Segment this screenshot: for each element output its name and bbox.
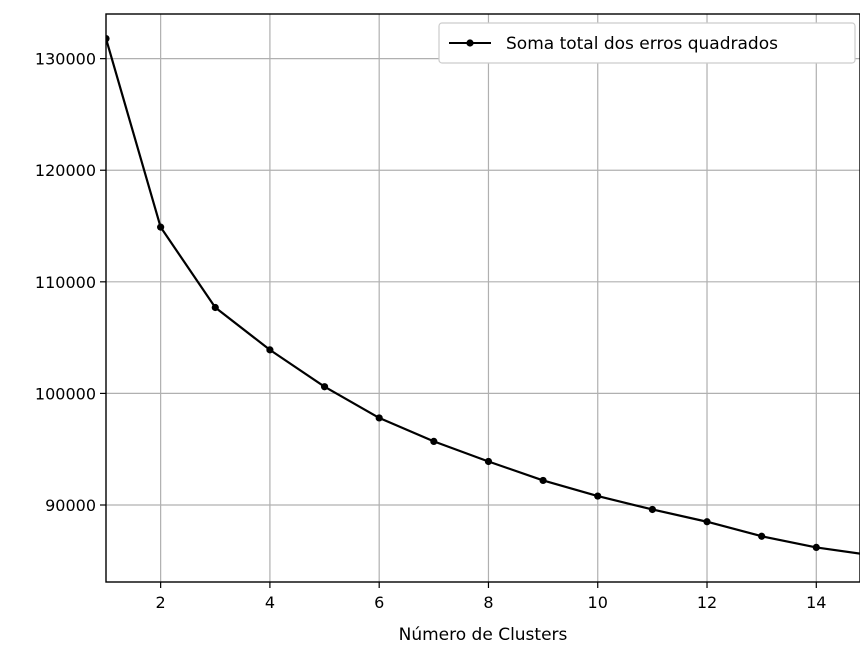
data-point (703, 518, 711, 526)
y-tick-label: 120000 (35, 161, 96, 180)
legend-box (438, 22, 856, 64)
data-point (375, 414, 383, 422)
y-tick-label: 100000 (35, 384, 96, 403)
x-tick-label: 2 (156, 593, 166, 612)
x-tick-label: 10 (588, 593, 608, 612)
data-point (484, 457, 493, 466)
data-point (758, 532, 766, 540)
x-tick-label: 12 (697, 593, 717, 612)
data-point (157, 223, 165, 231)
plot-frame (105, 13, 860, 583)
legend-marker-sample (466, 39, 474, 47)
data-point (594, 492, 602, 500)
y-tick-label: 110000 (35, 273, 96, 292)
data-point (430, 437, 438, 445)
grid-lines (106, 14, 860, 582)
x-tick-label: 14 (806, 593, 826, 612)
x-axis-label: Número de Clusters (399, 625, 568, 645)
y-tick-label: 90000 (45, 496, 96, 515)
data-point (211, 303, 219, 312)
x-tick-label: 8 (483, 593, 493, 612)
data-point (106, 34, 110, 43)
series-layer (106, 34, 860, 555)
x-tick-label: 4 (265, 593, 275, 612)
data-point (648, 505, 656, 514)
legend-entry-label: Soma total dos erros quadrados (506, 34, 778, 54)
y-tick-label: 130000 (35, 50, 96, 69)
legend: Soma total dos erros quadrados (438, 22, 856, 64)
series-line (106, 38, 860, 555)
x-tick-label: 6 (374, 593, 384, 612)
data-point (266, 346, 274, 354)
data-point (812, 543, 820, 552)
data-point (320, 383, 329, 391)
data-point (539, 476, 547, 485)
tick-layer: 2 4 6 8 10 12 14 90000 100000 110000 120000 130000 (35, 50, 827, 612)
